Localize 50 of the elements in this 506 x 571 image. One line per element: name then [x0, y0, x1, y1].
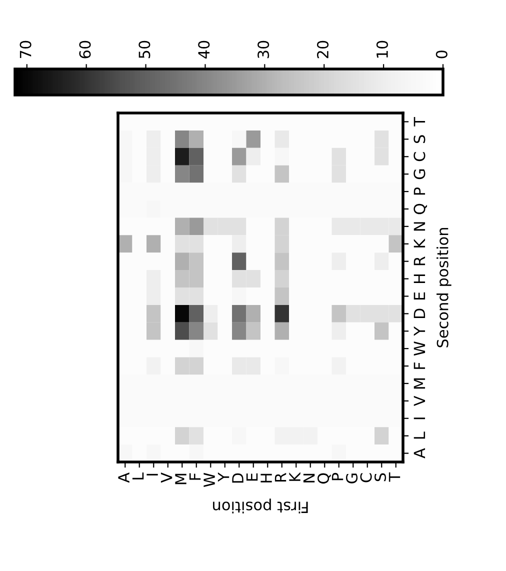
x-tick-label: M	[175, 474, 186, 484]
y-tick-label: I	[414, 418, 426, 420]
y-tick-label: W	[414, 342, 426, 356]
x-tick-label: T	[388, 472, 400, 482]
x-tick-label: Q	[318, 473, 331, 484]
x-tick-label: D	[232, 473, 244, 483]
y-tick-label: P	[414, 187, 426, 195]
y-tick-label: M	[414, 378, 426, 389]
color-bar-label: 20	[316, 40, 329, 58]
y-tick-label: C	[414, 152, 426, 162]
color-bar-label: 40	[198, 40, 210, 59]
x-tick-label: R	[274, 472, 286, 482]
x-tick-label: G	[346, 474, 358, 484]
y-tick-label: A	[414, 448, 426, 458]
y-tick-label: L	[414, 432, 426, 439]
y-tick-label: H	[414, 274, 426, 284]
y-tick-label: D	[414, 308, 426, 318]
color-bar-label: 70	[20, 40, 32, 58]
x-tick-label: H	[260, 474, 272, 482]
x-tick-label: W	[204, 472, 215, 488]
y-tick-label: F	[414, 362, 426, 369]
x-axis-title: First position	[213, 498, 308, 514]
y-axis-title: Second position	[436, 228, 452, 348]
x-tick-label: A	[118, 472, 130, 483]
y-tick-label: Y	[414, 326, 426, 336]
x-tick-label: Y	[218, 472, 230, 482]
color-bar-label: 0	[436, 50, 448, 58]
x-tick-label: L	[132, 472, 144, 480]
x-tick-label: N	[303, 474, 315, 482]
color-bar-label: 30	[258, 40, 270, 58]
y-tick-label: T	[414, 117, 426, 126]
y-tick-label: G	[414, 169, 426, 180]
x-tick-label: E	[246, 473, 258, 481]
y-tick-label: S	[414, 135, 426, 144]
color-bar-label: 60	[79, 40, 91, 58]
y-tick-label: R	[414, 256, 426, 266]
x-tick-label: K	[289, 472, 300, 481]
x-tick-label: C	[360, 473, 372, 482]
y-tick-label: Q	[414, 204, 427, 214]
x-tick-label: I	[146, 474, 158, 476]
y-tick-label: V	[414, 396, 426, 406]
y-tick-label: E	[414, 292, 426, 300]
y-tick-label: N	[414, 222, 426, 231]
color-bar-label: 10	[376, 40, 388, 58]
x-tick-label: F	[189, 473, 201, 480]
x-tick-label: S	[374, 473, 386, 482]
color-bar-label: 50	[138, 40, 150, 58]
x-tick-label: P	[332, 472, 344, 480]
x-tick-label: V	[160, 472, 172, 483]
y-tick-label: K	[414, 238, 426, 248]
